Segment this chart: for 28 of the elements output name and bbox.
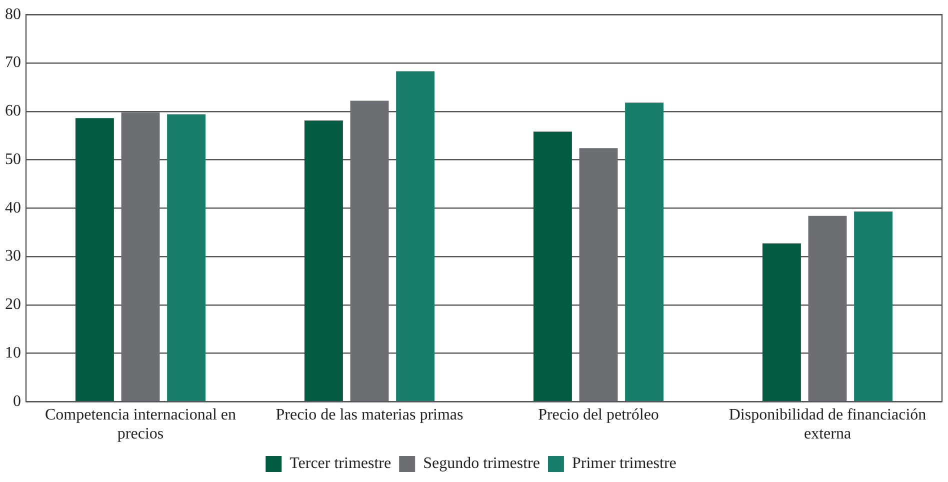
bar [579, 148, 618, 401]
y-tick-label: 50 [5, 150, 21, 168]
x-tick-label: Competencia internacional en precios [44, 406, 236, 443]
bar [762, 243, 801, 401]
y-tick-label: 10 [5, 344, 21, 362]
bar [167, 114, 206, 401]
legend-label: Segundo trimestre [423, 455, 540, 472]
y-tick-label: 70 [5, 54, 21, 72]
bar [75, 118, 114, 401]
bar [396, 71, 435, 401]
bar [304, 120, 343, 401]
y-tick-label: 80 [5, 6, 21, 23]
x-tick-label: Disponibilidad de financiación externa [728, 406, 926, 443]
bar [533, 132, 572, 401]
legend-label: Tercer trimestre [290, 455, 392, 472]
y-tick-label: 30 [5, 248, 21, 265]
bar [808, 216, 847, 401]
legend-label: Primer trimestre [572, 455, 676, 472]
y-tick-label: 20 [5, 296, 21, 314]
bar [854, 211, 893, 401]
x-tick-label: Precio de las materias primas [276, 406, 464, 424]
bar [350, 100, 389, 401]
y-tick-label: 40 [5, 199, 21, 216]
bar [625, 102, 664, 401]
bar [121, 112, 160, 401]
x-tick-label: Precio del petróleo [538, 406, 659, 424]
y-tick-label: 60 [5, 102, 21, 120]
y-tick-label: 0 [13, 392, 21, 410]
